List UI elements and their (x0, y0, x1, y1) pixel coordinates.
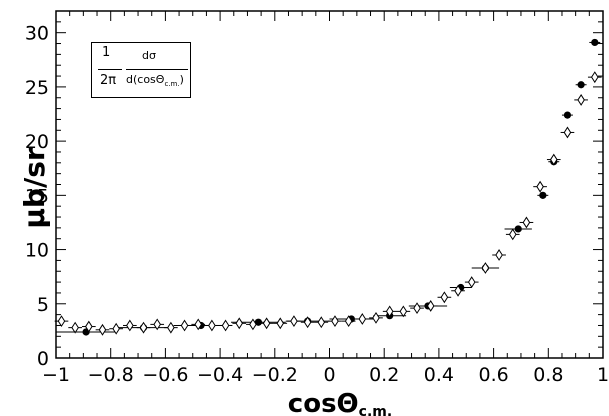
open-diamond-point (577, 93, 585, 106)
open-diamond-point (112, 322, 120, 335)
open-diamond-point (235, 317, 244, 330)
open-diamond-point (454, 284, 462, 297)
open-diamond-point (536, 180, 544, 193)
open-diamond-point (57, 315, 66, 328)
x-tick-label: −1 (42, 364, 70, 386)
y-tick-label: 0 (37, 348, 49, 370)
x-tick-label: 1 (597, 364, 609, 386)
x-axis-title: cosΘc.m. (288, 389, 392, 416)
open-diamond-point (249, 318, 257, 331)
open-diamond-point (208, 319, 216, 332)
x-axis-title-sub: c.m. (359, 404, 393, 416)
open-diamond-point (180, 319, 189, 332)
open-diamond-point (426, 300, 435, 312)
open-diamond-point (303, 316, 312, 329)
x-tick-label: −0.6 (142, 364, 188, 386)
open-diamond-point (591, 71, 599, 84)
open-diamond-point (71, 321, 79, 334)
open-diamond-point (413, 302, 421, 315)
open-diamond-point (467, 276, 476, 289)
open-diamond-point (221, 319, 230, 332)
filled-circle-point (577, 81, 585, 89)
formula-dsigma: dσ (142, 49, 156, 62)
open-diamond-point (495, 249, 503, 261)
y-tick-label: 30 (25, 23, 49, 45)
x-tick-label: 0.8 (533, 364, 563, 386)
formula-bar-1 (98, 69, 122, 70)
open-diamond-point (262, 317, 271, 330)
open-diamond-point (508, 228, 517, 241)
open-diamond-point (85, 320, 93, 333)
open-diamond-point (276, 317, 285, 330)
y-tick-labels: 0 5 10 15 20 25 30 (25, 23, 49, 370)
open-diamond-point (522, 216, 531, 229)
axis-ticks (55, 10, 604, 359)
filled-circle-point (514, 225, 522, 233)
open-diamond-point (331, 315, 339, 328)
filled-circle-point (563, 111, 572, 119)
open-diamond-point (440, 291, 449, 304)
open-diamond-point (481, 262, 490, 274)
y-tick-label: 15 (25, 185, 49, 207)
x-tick-label: 0 (323, 364, 335, 386)
open-diamond-point (126, 319, 134, 332)
filled-circle-point (591, 38, 599, 47)
y-axis-title: μb/sr (18, 147, 51, 229)
formula-two-pi: 2π (100, 73, 117, 88)
x-tick-labels: −1 −0.8 −0.6 −0.4 −0.2 0 0.2 0.4 0.6 0.8 1 (42, 364, 609, 386)
open-diamond-point (167, 321, 175, 334)
filled-circle-point (539, 191, 547, 199)
open-diamond-point (98, 323, 107, 336)
x-tick-label: 0.2 (369, 364, 399, 386)
x-tick-label: −0.2 (252, 364, 298, 386)
open-diamond-point (344, 315, 353, 328)
x-axis-title-main: cosΘ (288, 389, 359, 416)
y-tick-label: 10 (25, 240, 49, 262)
open-diamond-point (139, 321, 148, 334)
y-tick-label: 20 (25, 131, 49, 153)
formula-bar-2 (126, 69, 188, 70)
x-tick-label: −0.4 (197, 364, 243, 386)
x-tick-label: −0.8 (88, 364, 134, 386)
formula-dcos-main: d(cosΘ (126, 73, 165, 86)
y-tick-label: 25 (25, 77, 49, 99)
open-diamond-point (399, 305, 408, 318)
formula-legend: 1 2π dσ d(cosΘc.m.) (91, 42, 191, 98)
open-diamond-point (549, 153, 558, 166)
open-diamond-point (563, 126, 572, 139)
open-diamond-point (317, 316, 326, 329)
open-diamond-point (372, 311, 380, 324)
open-diamond-point (194, 318, 203, 331)
formula-dcos-close: ) (179, 73, 184, 86)
y-tick-label: 5 (37, 294, 49, 316)
formula-one: 1 (102, 45, 111, 60)
formula-dcos: d(cosΘc.m.) (126, 73, 184, 88)
x-tick-label: 0.6 (478, 364, 508, 386)
formula-dcos-sub: c.m. (164, 80, 180, 89)
open-diamond-point (290, 315, 298, 328)
data-marks (54, 38, 602, 336)
open-diamond-point (385, 305, 394, 318)
open-diamond-point (358, 313, 367, 325)
open-diamond-point (153, 318, 161, 331)
x-tick-label: 0.4 (424, 364, 454, 386)
